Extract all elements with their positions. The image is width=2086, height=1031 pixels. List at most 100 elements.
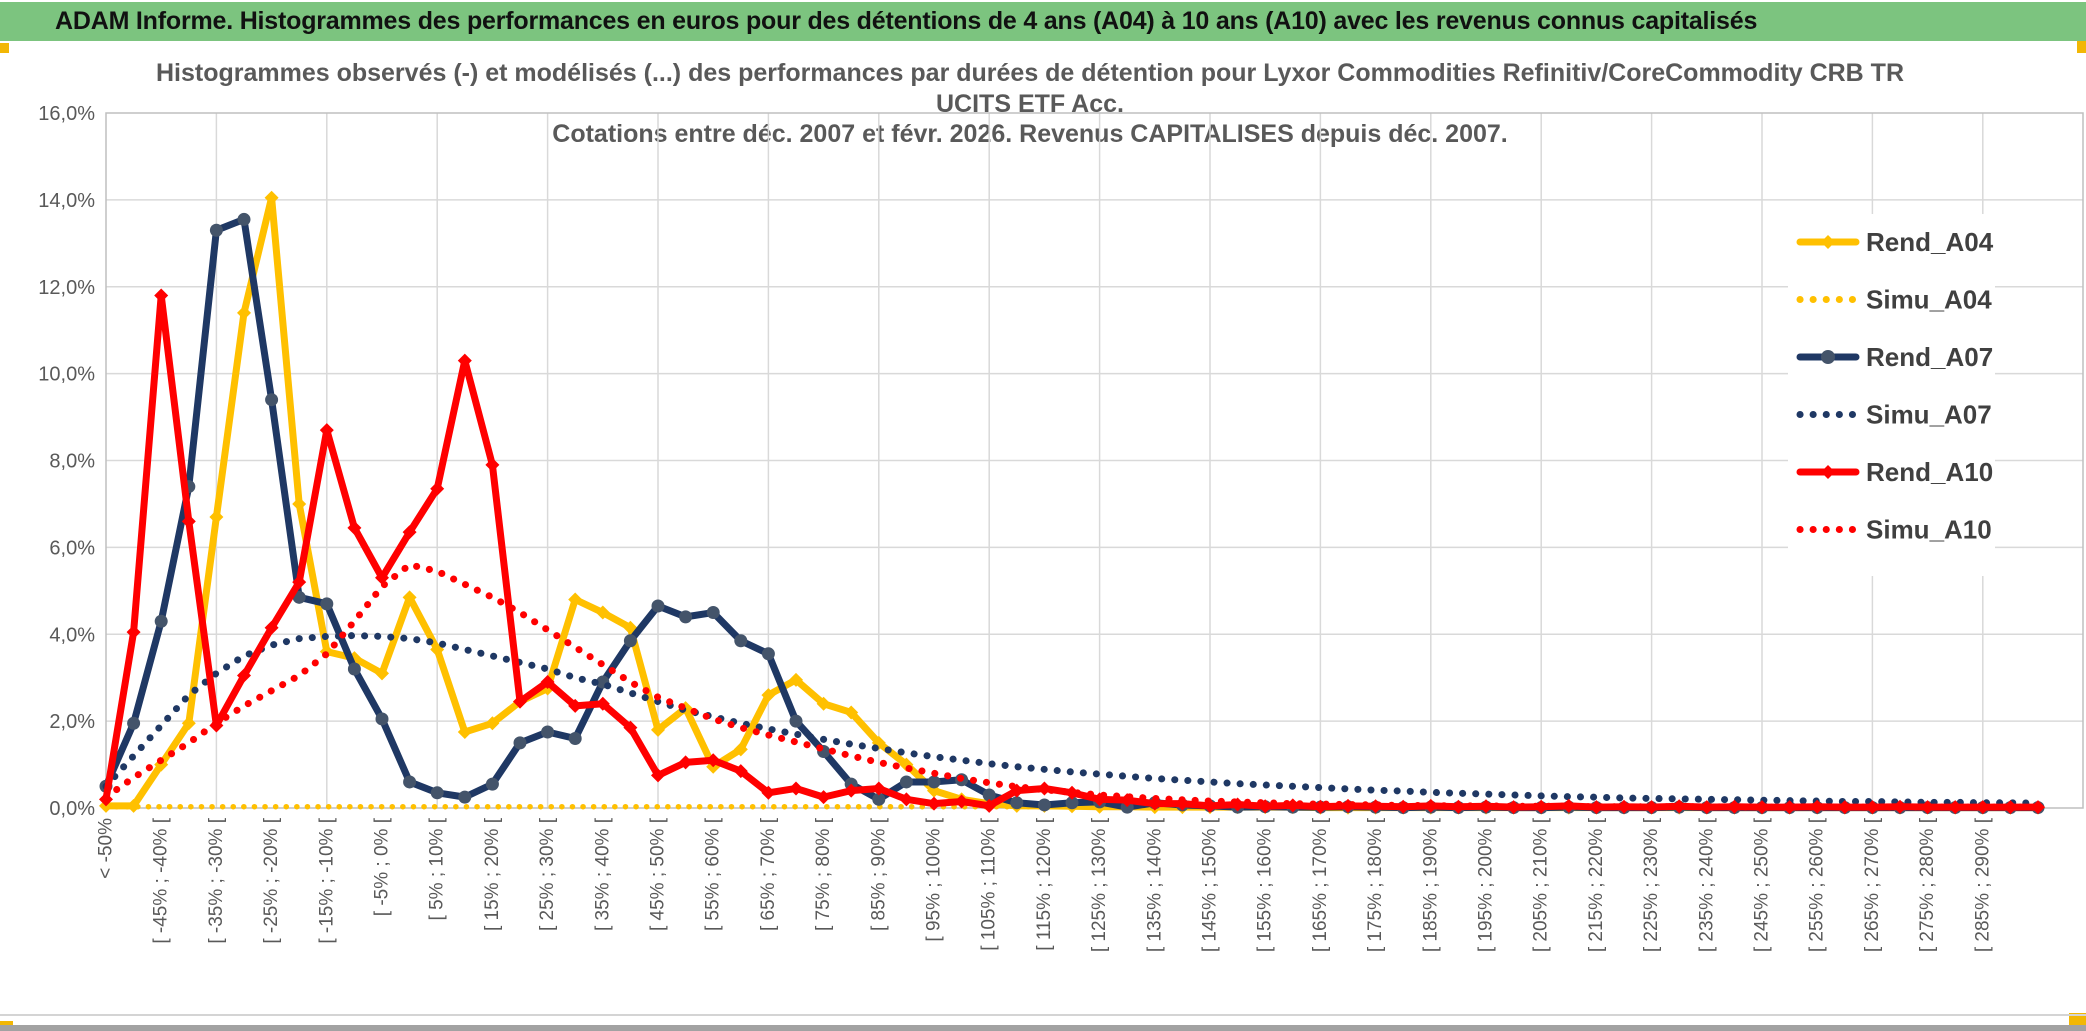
x-tick-label: [ 95% ; 100% [ xyxy=(924,817,945,941)
marker xyxy=(733,764,748,779)
marker xyxy=(595,605,610,620)
marker xyxy=(1037,781,1052,796)
x-tick-label: [ 155% ; 160% [ xyxy=(1255,817,1276,952)
x-tick-label: [ 205% ; 210% [ xyxy=(1531,817,1552,952)
x-tick-label: [ 115% ; 120% [ xyxy=(1034,817,1055,950)
marker xyxy=(816,790,831,805)
marker xyxy=(485,457,500,472)
marker xyxy=(154,614,168,628)
chart-title: Histogrammes observés (-) et modélisés (… xyxy=(156,59,1904,148)
marker xyxy=(1755,800,1769,815)
marker xyxy=(265,393,279,407)
marker xyxy=(844,705,859,720)
y-tick-label: 2,0% xyxy=(49,711,95,733)
marker xyxy=(789,672,803,687)
bottom-divider xyxy=(0,1014,2086,1016)
x-tick-label: [ 245% ; 250% [ xyxy=(1752,817,1773,952)
x-tick-label: [ 215% ; 220% [ xyxy=(1586,817,1607,952)
marker xyxy=(595,696,610,711)
legend-label: Simu_A04 xyxy=(1866,285,1992,315)
legend-label: Rend_A10 xyxy=(1866,457,1993,487)
marker xyxy=(899,775,913,789)
y-tick-label: 16,0% xyxy=(38,103,95,125)
series-Rend_A10-line xyxy=(102,291,2042,811)
marker xyxy=(1037,798,1051,812)
marker xyxy=(651,722,665,737)
plot-area: 0,0% 2,0% 4,0% 6,0% 8,0% 10,0% 12,0% 14,0% 16,0%… xyxy=(38,103,2084,952)
marker xyxy=(430,786,444,800)
legend-item-Simu_A04[interactable]: Simu_A04 xyxy=(1796,285,1992,315)
marker xyxy=(734,634,748,648)
x-tick-label: [ 25% ; 30% [ xyxy=(537,817,558,931)
marker xyxy=(402,525,417,540)
legend-item-Rend_A10[interactable]: Rend_A10 xyxy=(1796,457,1993,487)
marker xyxy=(209,223,223,237)
performance-histogram-chart: Histogrammes observés (-) et modélisés (… xyxy=(38,59,2084,952)
series-Simu_A07-line xyxy=(102,632,2042,807)
marker xyxy=(761,688,776,703)
marker xyxy=(154,288,169,303)
x-tick-label: [ 195% ; 200% [ xyxy=(1476,817,1497,952)
marker xyxy=(237,212,251,226)
x-tick-label: [ 165% ; 170% [ xyxy=(1310,817,1331,952)
legend-item-Rend_A04[interactable]: Rend_A04 xyxy=(1796,227,1994,257)
marker xyxy=(1810,799,1825,814)
marker xyxy=(651,599,665,613)
marker xyxy=(623,720,638,735)
marker xyxy=(458,790,472,804)
marker xyxy=(927,775,941,789)
marker xyxy=(457,724,472,739)
legend-item-Simu_A07[interactable]: Simu_A07 xyxy=(1796,400,1992,430)
marker xyxy=(292,575,307,590)
marker xyxy=(761,647,775,661)
legend-item-Rend_A07[interactable]: Rend_A07 xyxy=(1796,342,1993,372)
legend-sample-marker xyxy=(1821,235,1835,249)
marker xyxy=(320,597,334,611)
bottom-scrollbar-band[interactable] xyxy=(0,1025,2086,1031)
marker xyxy=(733,742,748,757)
marker xyxy=(1561,798,1576,813)
x-tick-label: [ 15% ; 20% [ xyxy=(482,817,503,931)
x-tick-label: [ 45% ; 50% [ xyxy=(648,817,669,931)
marker xyxy=(1534,799,1549,814)
marker xyxy=(209,509,224,524)
marker xyxy=(899,792,914,807)
marker xyxy=(513,736,527,750)
x-tick-label: [ 5% ; 10% [ xyxy=(427,817,448,920)
marker xyxy=(568,698,583,713)
x-tick-label: [ 105% ; 110% [ xyxy=(979,817,1000,950)
marker xyxy=(513,694,527,709)
marker xyxy=(706,606,720,620)
series-Simu_A10-line xyxy=(102,561,2042,811)
marker xyxy=(181,514,196,529)
x-tick-label: [ 35% ; 40% [ xyxy=(592,817,613,931)
series-Rend_A07-line xyxy=(102,215,2042,812)
marker xyxy=(954,794,969,809)
marker xyxy=(1010,796,1024,810)
marker xyxy=(679,610,693,624)
y-tick-label: 12,0% xyxy=(38,277,95,299)
chart-title-line2: UCITS ETF Acc. xyxy=(936,90,1124,118)
marker xyxy=(1782,800,1797,815)
legend-sample-marker xyxy=(1821,350,1835,364)
legend-label: Simu_A10 xyxy=(1866,515,1992,545)
marker xyxy=(651,768,665,783)
marker xyxy=(927,796,941,811)
chart-title-line1: Histogrammes observés (-) et modélisés (… xyxy=(156,59,1904,87)
marker xyxy=(1065,796,1079,810)
x-tick-label: [ -35% ; -30% [ xyxy=(206,817,227,943)
x-tick-label: [ 145% ; 150% [ xyxy=(1200,817,1221,952)
legend-item-Simu_A10[interactable]: Simu_A10 xyxy=(1796,515,1992,545)
marker xyxy=(403,775,417,789)
marker xyxy=(181,716,196,731)
x-tick-label: [ -45% ; -40% [ xyxy=(151,817,172,943)
series-Rend_A07-markers xyxy=(99,212,2045,815)
x-tick-label: [ 135% ; 140% [ xyxy=(1144,817,1165,952)
x-tick-label: < -50% xyxy=(96,818,117,879)
marker xyxy=(844,783,859,798)
series-Rend_A04-line xyxy=(102,194,2042,812)
y-tick-label: 0,0% xyxy=(49,798,95,820)
marker xyxy=(541,725,555,739)
marker xyxy=(237,305,251,320)
chart-title-line3: Cotations entre déc. 2007 et févr. 2026.… xyxy=(552,120,1507,148)
